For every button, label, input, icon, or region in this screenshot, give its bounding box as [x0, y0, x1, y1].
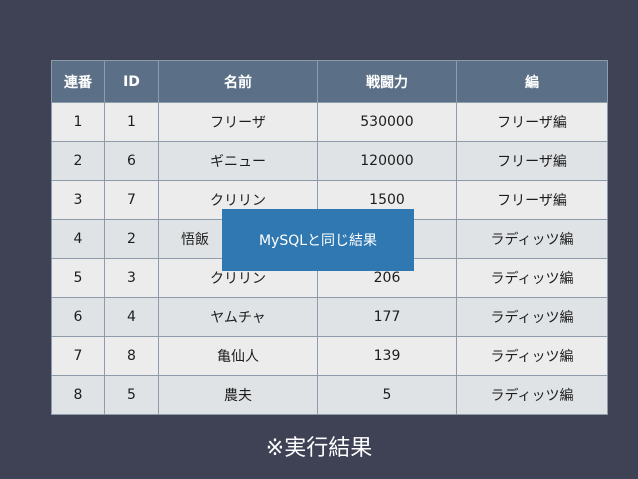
cell-seq: 3: [51, 180, 105, 220]
cell-series: ラディッツ編: [456, 375, 608, 415]
cell-seq: 8: [51, 375, 105, 415]
header-id: ID: [104, 60, 159, 103]
cell-id: 1: [104, 102, 159, 142]
cell-seq: 7: [51, 336, 105, 376]
header-power: 戦闘力: [317, 60, 457, 103]
cell-series: フリーザ編: [456, 180, 608, 220]
cell-id: 3: [104, 258, 159, 298]
cell-seq: 4: [51, 219, 105, 259]
cell-series: ラディッツ編: [456, 258, 608, 298]
cell-power: 5: [317, 375, 457, 415]
cell-series: ラディッツ編: [456, 219, 608, 259]
cell-id: 2: [104, 219, 159, 259]
cell-power: 530000: [317, 102, 457, 142]
cell-series: ラディッツ編: [456, 297, 608, 337]
table-row: 5 3 クリリン 206 ラディッツ編: [51, 258, 608, 298]
cell-name: フリーザ: [158, 102, 318, 142]
cell-seq: 2: [51, 141, 105, 181]
header-name: 名前: [158, 60, 318, 103]
table-row: 6 4 ヤムチャ 177 ラディッツ編: [51, 297, 608, 337]
cell-name: 農夫: [158, 375, 318, 415]
cell-id: 4: [104, 297, 159, 337]
cell-name: ヤムチャ: [158, 297, 318, 337]
table-row: 7 8 亀仙人 139 ラディッツ編: [51, 336, 608, 376]
header-series: 編: [456, 60, 608, 103]
cell-series: フリーザ編: [456, 141, 608, 181]
table-row: 1 1 フリーザ 530000 フリーザ編: [51, 102, 608, 142]
execution-result-caption: ※実行結果: [265, 436, 373, 461]
cell-power: 120000: [317, 141, 457, 181]
cell-name: ギニュー: [158, 141, 318, 181]
cell-seq: 6: [51, 297, 105, 337]
cell-id: 5: [104, 375, 159, 415]
mysql-same-result-label: MySQLと同じ結果: [222, 209, 414, 271]
cell-id: 6: [104, 141, 159, 181]
table-row: 2 6 ギニュー 120000 フリーザ編: [51, 141, 608, 181]
cell-name: 亀仙人: [158, 336, 318, 376]
cell-id: 8: [104, 336, 159, 376]
cell-series: ラディッツ編: [456, 336, 608, 376]
table-header-row: 連番 ID 名前 戦闘力 編: [51, 60, 608, 103]
header-seq: 連番: [51, 60, 105, 103]
cell-id: 7: [104, 180, 159, 220]
cell-seq: 1: [51, 102, 105, 142]
cell-power: 139: [317, 336, 457, 376]
cell-power: 177: [317, 297, 457, 337]
cell-series: フリーザ編: [456, 102, 608, 142]
table-row: 8 5 農夫 5 ラディッツ編: [51, 375, 608, 415]
cell-seq: 5: [51, 258, 105, 298]
